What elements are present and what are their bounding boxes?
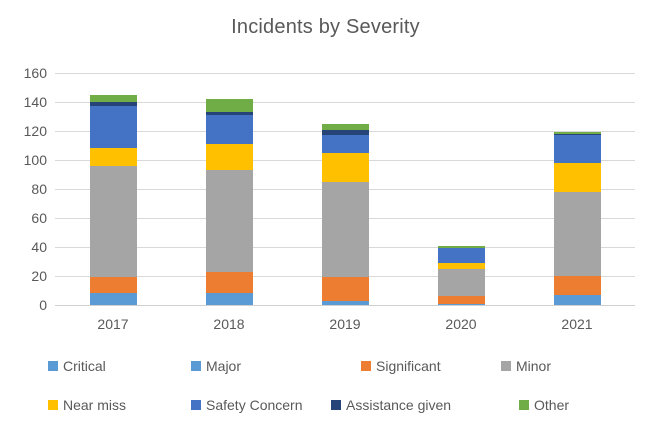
y-tick-label-120: 120 [23, 123, 47, 139]
legend-swatch-minor [501, 361, 511, 371]
legend-item-assistance-given: Assistance given [331, 397, 451, 413]
legend-label-safety-concern: Safety Concern [206, 397, 303, 413]
x-tick-label-2019: 2019 [329, 316, 361, 332]
bar-segment-2018-minor [205, 170, 253, 272]
y-tick-label-160: 160 [23, 65, 47, 81]
legend-swatch-safety-concern [191, 400, 201, 410]
bar-segment-2017-critical [89, 300, 137, 305]
bar-segment-2018-other [205, 99, 253, 113]
y-tick-label-100: 100 [23, 152, 47, 168]
bar-segment-2018-significant [205, 271, 253, 294]
bar-segment-2019-minor [321, 181, 369, 278]
plot-area [55, 73, 635, 306]
bar-segment-2021-other [553, 132, 601, 134]
legend-item-major: Major [191, 358, 241, 374]
gridline-y-140 [55, 102, 635, 103]
legend-swatch-critical [48, 361, 58, 371]
bar-segment-2019-assistance-given [321, 129, 369, 136]
legend-label-minor: Minor [516, 358, 552, 374]
legend-label-significant: Significant [376, 358, 441, 374]
bar-segment-2019-other [321, 123, 369, 130]
y-tick-label-20: 20 [31, 268, 47, 284]
bar-segment-2021-minor [553, 191, 601, 276]
bar-segment-2019-near-miss [321, 152, 369, 182]
bar-segment-2017-minor [89, 165, 137, 278]
legend-label-near-miss: Near miss [63, 397, 127, 413]
bar-segment-2018-safety-concern [205, 115, 253, 145]
y-tick-label-140: 140 [23, 94, 47, 110]
bar-segment-2021-safety-concern [553, 135, 601, 163]
bar-segment-2020-major [437, 303, 485, 305]
bar-segment-2017-assistance-given [89, 102, 137, 107]
legend-item-safety-concern: Safety Concern [191, 397, 303, 413]
bar-segment-2017-other [89, 94, 137, 102]
bar-segment-2017-safety-concern [89, 106, 137, 149]
bar-segment-2021-near-miss [553, 162, 601, 192]
bar-segment-2019-significant [321, 277, 369, 301]
x-tick-label-2018: 2018 [213, 316, 245, 332]
y-tick-label-40: 40 [31, 239, 47, 255]
legend-item-near-miss: Near miss [48, 397, 126, 413]
x-tick-label-2021: 2021 [561, 316, 593, 332]
bar-segment-2017-major [89, 293, 137, 301]
bar-segment-2018-near-miss [205, 144, 253, 171]
gridline-y-0 [55, 305, 635, 306]
legend-swatch-near-miss [48, 400, 58, 410]
chart-title: Incidents by Severity [231, 16, 420, 38]
bar-segment-2017-near-miss [89, 148, 137, 166]
legend-item-significant: Significant [361, 358, 441, 374]
bar-segment-2018-critical [205, 300, 253, 305]
legend-label-major: Major [206, 358, 242, 374]
bar-segment-2017-significant [89, 277, 137, 294]
bar-segment-2021-major [553, 294, 601, 301]
bar-segment-2018-major [205, 293, 253, 301]
bar-segment-2019-major [321, 300, 369, 304]
legend-item-critical: Critical [48, 358, 106, 374]
bar-segment-2021-assistance-given [553, 133, 601, 136]
legend-label-assistance-given: Assistance given [346, 397, 452, 413]
bar-segment-2020-significant [437, 296, 485, 304]
legend-label-other: Other [534, 397, 570, 413]
bar-segment-2021-critical [553, 300, 601, 305]
legend-swatch-assistance-given [331, 400, 341, 410]
bar-segment-2021-significant [553, 276, 601, 295]
legend-swatch-other [519, 400, 529, 410]
gridline-y-160 [55, 73, 635, 74]
legend-label-critical: Critical [63, 358, 106, 374]
bar-segment-2019-critical [321, 303, 369, 305]
legend-swatch-major [191, 361, 201, 371]
x-tick-label-2020: 2020 [445, 316, 477, 332]
bar-segment-2020-near-miss [437, 262, 485, 269]
bar-segment-2020-minor [437, 268, 485, 297]
y-tick-label-0: 0 [39, 297, 47, 313]
bar-segment-2020-other [437, 245, 485, 249]
bar-segment-2020-safety-concern [437, 248, 485, 263]
bar-segment-2019-safety-concern [321, 135, 369, 153]
x-tick-label-2017: 2017 [97, 316, 129, 332]
y-tick-label-80: 80 [31, 181, 47, 197]
legend-swatch-significant [361, 361, 371, 371]
legend-item-minor: Minor [501, 358, 551, 374]
legend-item-other: Other [519, 397, 569, 413]
y-tick-label-60: 60 [31, 210, 47, 226]
bar-segment-2018-assistance-given [205, 112, 253, 116]
